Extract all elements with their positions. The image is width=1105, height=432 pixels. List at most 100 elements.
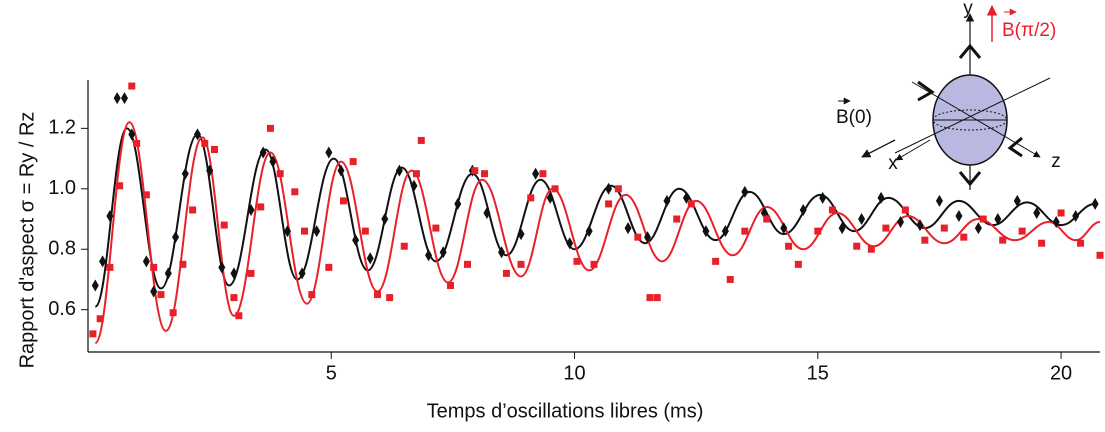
y-tick-label: 1.0 [48, 177, 76, 199]
data-point [120, 92, 128, 105]
data-point [116, 182, 124, 190]
data-point [901, 206, 909, 214]
data-point [498, 246, 506, 259]
data-point [634, 233, 642, 241]
data-point [532, 167, 540, 180]
data-point [339, 197, 347, 205]
data-point [624, 222, 632, 235]
data-point [291, 188, 299, 196]
data-point [381, 213, 389, 226]
y-tick-label: 1.2 [48, 117, 76, 139]
data-point [91, 279, 99, 292]
data-point [763, 215, 771, 223]
data-point [308, 291, 316, 299]
data-point [366, 252, 374, 265]
data-point [605, 182, 613, 195]
data-point [211, 146, 218, 154]
data-point [373, 291, 381, 299]
data-point [483, 206, 491, 219]
data-point [269, 155, 277, 168]
data-point [999, 236, 1007, 244]
data-point [539, 170, 547, 178]
data-point [1077, 239, 1085, 247]
data-point [741, 227, 749, 235]
data-point [702, 225, 710, 238]
data-point [940, 224, 948, 232]
data-point [276, 170, 284, 178]
data-point [867, 245, 875, 253]
data-point [1013, 194, 1021, 207]
data-point [573, 257, 581, 265]
data-point [395, 164, 403, 177]
data-point [361, 227, 369, 235]
data-point [551, 185, 559, 193]
x-axis-label: Temps d’oscillations libres (ms) [427, 400, 704, 422]
data-point [349, 158, 357, 166]
data-point [653, 294, 661, 302]
data-point [1091, 197, 1099, 210]
data-point [283, 225, 291, 238]
data-point [481, 170, 489, 178]
data-point [106, 210, 114, 222]
annotation: z [1051, 151, 1061, 172]
data-point [266, 124, 274, 132]
data-point [838, 222, 846, 235]
data-point [313, 225, 321, 238]
data-point [502, 269, 510, 277]
data-point [206, 164, 214, 177]
data-point [546, 191, 554, 204]
data-point [99, 255, 107, 268]
data-point [712, 257, 720, 265]
data-point [1038, 239, 1046, 247]
data-point [133, 139, 141, 147]
data-point [897, 216, 905, 229]
data-point [454, 197, 462, 210]
y-axis-label: Rapport d'aspect σ = Ry / Rz [16, 112, 38, 369]
data-point [590, 260, 598, 268]
data-point [646, 294, 654, 302]
data-point [794, 260, 802, 268]
data-point [464, 260, 471, 268]
data-point [142, 255, 150, 268]
data-point [517, 260, 525, 268]
data-point [1052, 216, 1060, 229]
inset-diagram: y x z B(0) B(π/2) [836, 0, 1061, 190]
data-point [614, 185, 622, 193]
data-point [235, 312, 243, 320]
data-point [799, 203, 807, 216]
data-point [325, 263, 333, 271]
data-point [1033, 206, 1041, 219]
data-point [325, 146, 333, 159]
data-point [877, 191, 885, 204]
y-tick-label: 0.6 [48, 298, 76, 320]
data-point [935, 194, 943, 207]
data-point [979, 215, 987, 223]
data-point [410, 179, 418, 192]
data-point [566, 237, 574, 250]
x-tick-label: 15 [807, 362, 829, 384]
data-point [128, 128, 136, 141]
data-point [230, 294, 238, 302]
data-point [955, 210, 963, 222]
data-point [247, 269, 255, 277]
data-point [721, 225, 729, 238]
data-point [181, 167, 189, 180]
data-point [726, 275, 734, 283]
data-point [247, 203, 255, 216]
data-point [663, 194, 671, 207]
x-tick-label: 5 [326, 362, 337, 384]
data-point [150, 285, 158, 298]
axis-line [894, 77, 1051, 154]
data-point [819, 191, 827, 204]
data-point [644, 231, 652, 244]
data-point [585, 225, 593, 238]
data-point [687, 200, 695, 208]
data-point [337, 164, 345, 177]
data-point [921, 236, 929, 244]
data-point [142, 191, 150, 199]
data-point [417, 136, 425, 144]
data-point [298, 267, 306, 280]
data-point [189, 206, 197, 214]
data-point [230, 267, 238, 280]
